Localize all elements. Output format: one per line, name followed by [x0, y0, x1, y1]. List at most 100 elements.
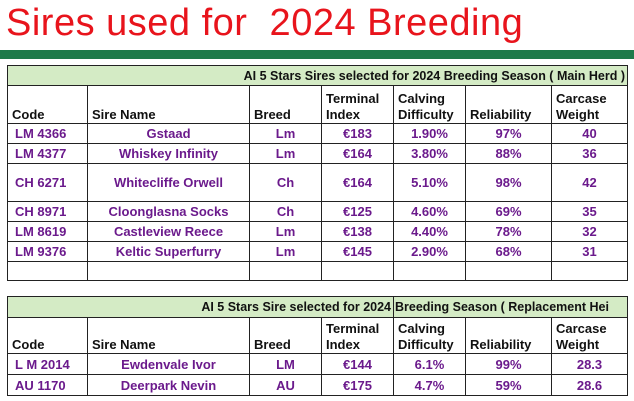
cell-calving-difficulty: 4.40%	[393, 221, 466, 242]
header-carcase-line2: Weight	[556, 337, 600, 352]
cell-carcase-weight: 40	[551, 123, 628, 144]
cell-breed: Lm	[249, 123, 322, 144]
title-divider	[0, 50, 634, 59]
header-calving-line2: Difficulty	[398, 107, 454, 122]
replacement-table: AI 5 Stars Sire selected for 2024 Breedi…	[7, 296, 628, 396]
header-calving-line2: Difficulty	[398, 337, 454, 352]
cell-terminal-index: €144	[321, 353, 394, 375]
empty-cell	[393, 261, 466, 281]
cell-reliability: 97%	[465, 123, 552, 144]
header-sire-name: Sire Name	[87, 317, 250, 354]
header-terminal-line2: Index	[326, 337, 360, 352]
cell-calving-difficulty: 1.90%	[393, 123, 466, 144]
cell-calving-difficulty: 3.80%	[393, 143, 466, 164]
cell-sire-name: Castleview Reece	[87, 221, 250, 242]
table-row: LM 4366 Gstaad Lm €183 1.90% 97% 40	[7, 123, 628, 144]
cell-sire-name: Whitecliffe Orwell	[87, 163, 250, 202]
cell-calving-difficulty: 4.60%	[393, 201, 466, 222]
cell-breed: Ch	[249, 163, 322, 202]
empty-row	[7, 261, 628, 281]
header-reliability: Reliability	[465, 317, 552, 354]
header-breed: Breed	[249, 85, 322, 124]
cell-carcase-weight: 42	[551, 163, 628, 202]
cell-terminal-index: €125	[321, 201, 394, 222]
cell-reliability: 69%	[465, 201, 552, 222]
empty-cell	[87, 261, 250, 281]
header-code: Code	[7, 317, 88, 354]
cell-reliability: 99%	[465, 353, 552, 375]
header-terminal-index: Terminal Index	[321, 317, 394, 354]
cell-breed: Lm	[249, 143, 322, 164]
cell-breed: Ch	[249, 201, 322, 222]
cell-sire-name: Deerpark Nevin	[87, 374, 250, 396]
header-breed: Breed	[249, 317, 322, 354]
cell-carcase-weight: 28.6	[551, 374, 628, 396]
header-carcase-line1: Carcase	[556, 321, 607, 336]
cell-code: CH 6271	[7, 163, 88, 202]
replacement-banner-right: Breeding Season ( Replacement Hei	[393, 296, 628, 318]
cell-code: LM 4377	[7, 143, 88, 164]
cell-carcase-weight: 31	[551, 241, 628, 262]
cell-reliability: 59%	[465, 374, 552, 396]
cell-calving-difficulty: 2.90%	[393, 241, 466, 262]
cell-breed: AU	[249, 374, 322, 396]
cell-reliability: 78%	[465, 221, 552, 242]
cell-carcase-weight: 32	[551, 221, 628, 242]
header-terminal-line1: Terminal	[326, 321, 380, 336]
main-herd-header-row: Code Sire Name Breed Terminal Index Calv…	[7, 85, 628, 124]
cell-calving-difficulty: 6.1%	[393, 353, 466, 375]
empty-cell	[465, 261, 552, 281]
header-terminal-line1: Terminal	[326, 91, 380, 106]
header-sire-name: Sire Name	[87, 85, 250, 124]
cell-code: CH 8971	[7, 201, 88, 222]
empty-cell	[321, 261, 394, 281]
cell-terminal-index: €164	[321, 143, 394, 164]
cell-terminal-index: €145	[321, 241, 394, 262]
main-herd-banner-row: AI 5 Stars Sires selected for 2024 Breed…	[7, 65, 628, 86]
cell-calving-difficulty: 5.10%	[393, 163, 466, 202]
table-row: CH 6271 Whitecliffe Orwell Ch €164 5.10%…	[7, 163, 628, 202]
header-terminal-index: Terminal Index	[321, 85, 394, 124]
cell-reliability: 88%	[465, 143, 552, 164]
header-calving-line1: Calving	[398, 321, 445, 336]
cell-sire-name: Keltic Superfurry	[87, 241, 250, 262]
cell-breed: Lm	[249, 241, 322, 262]
cell-sire-name: Gstaad	[87, 123, 250, 144]
header-carcase-line1: Carcase	[556, 91, 607, 106]
table-row: LM 9376 Keltic Superfurry Lm €145 2.90% …	[7, 241, 628, 262]
cell-calving-difficulty: 4.7%	[393, 374, 466, 396]
main-herd-table: AI 5 Stars Sires selected for 2024 Breed…	[7, 65, 628, 281]
replacement-header-row: Code Sire Name Breed Terminal Index Calv…	[7, 317, 628, 354]
header-carcase-weight: Carcase Weight	[551, 85, 628, 124]
header-carcase-weight: Carcase Weight	[551, 317, 628, 354]
cell-code: LM 9376	[7, 241, 88, 262]
header-reliability: Reliability	[465, 85, 552, 124]
empty-cell	[7, 261, 88, 281]
cell-carcase-weight: 28.3	[551, 353, 628, 375]
cell-sire-name: Ewdenvale Ivor	[87, 353, 250, 375]
header-calving-line1: Calving	[398, 91, 445, 106]
table-row: L M 2014 Ewdenvale Ivor LM €144 6.1% 99%…	[7, 353, 628, 375]
cell-code: AU 1170	[7, 374, 88, 396]
replacement-banner-row: AI 5 Stars Sire selected for 2024 Breedi…	[7, 296, 628, 318]
table-row: CH 8971 Cloonglasna Socks Ch €125 4.60% …	[7, 201, 628, 222]
cell-code: L M 2014	[7, 353, 88, 375]
empty-cell	[249, 261, 322, 281]
cell-terminal-index: €175	[321, 374, 394, 396]
table-row: LM 8619 Castleview Reece Lm €138 4.40% 7…	[7, 221, 628, 242]
cell-terminal-index: €183	[321, 123, 394, 144]
header-carcase-line2: Weight	[556, 107, 600, 122]
cell-carcase-weight: 36	[551, 143, 628, 164]
cell-breed: Lm	[249, 221, 322, 242]
replacement-banner-left: AI 5 Stars Sire selected for 2024	[7, 296, 394, 318]
cell-terminal-index: €164	[321, 163, 394, 202]
header-calving-difficulty: Calving Difficulty	[393, 85, 466, 124]
main-herd-banner: AI 5 Stars Sires selected for 2024 Breed…	[7, 65, 628, 86]
cell-reliability: 68%	[465, 241, 552, 262]
table-row: AU 1170 Deerpark Nevin AU €175 4.7% 59% …	[7, 374, 628, 396]
cell-sire-name: Cloonglasna Socks	[87, 201, 250, 222]
page-title: Sires used for 2024 Breeding	[6, 2, 524, 44]
cell-code: LM 4366	[7, 123, 88, 144]
header-terminal-line2: Index	[326, 107, 360, 122]
cell-code: LM 8619	[7, 221, 88, 242]
